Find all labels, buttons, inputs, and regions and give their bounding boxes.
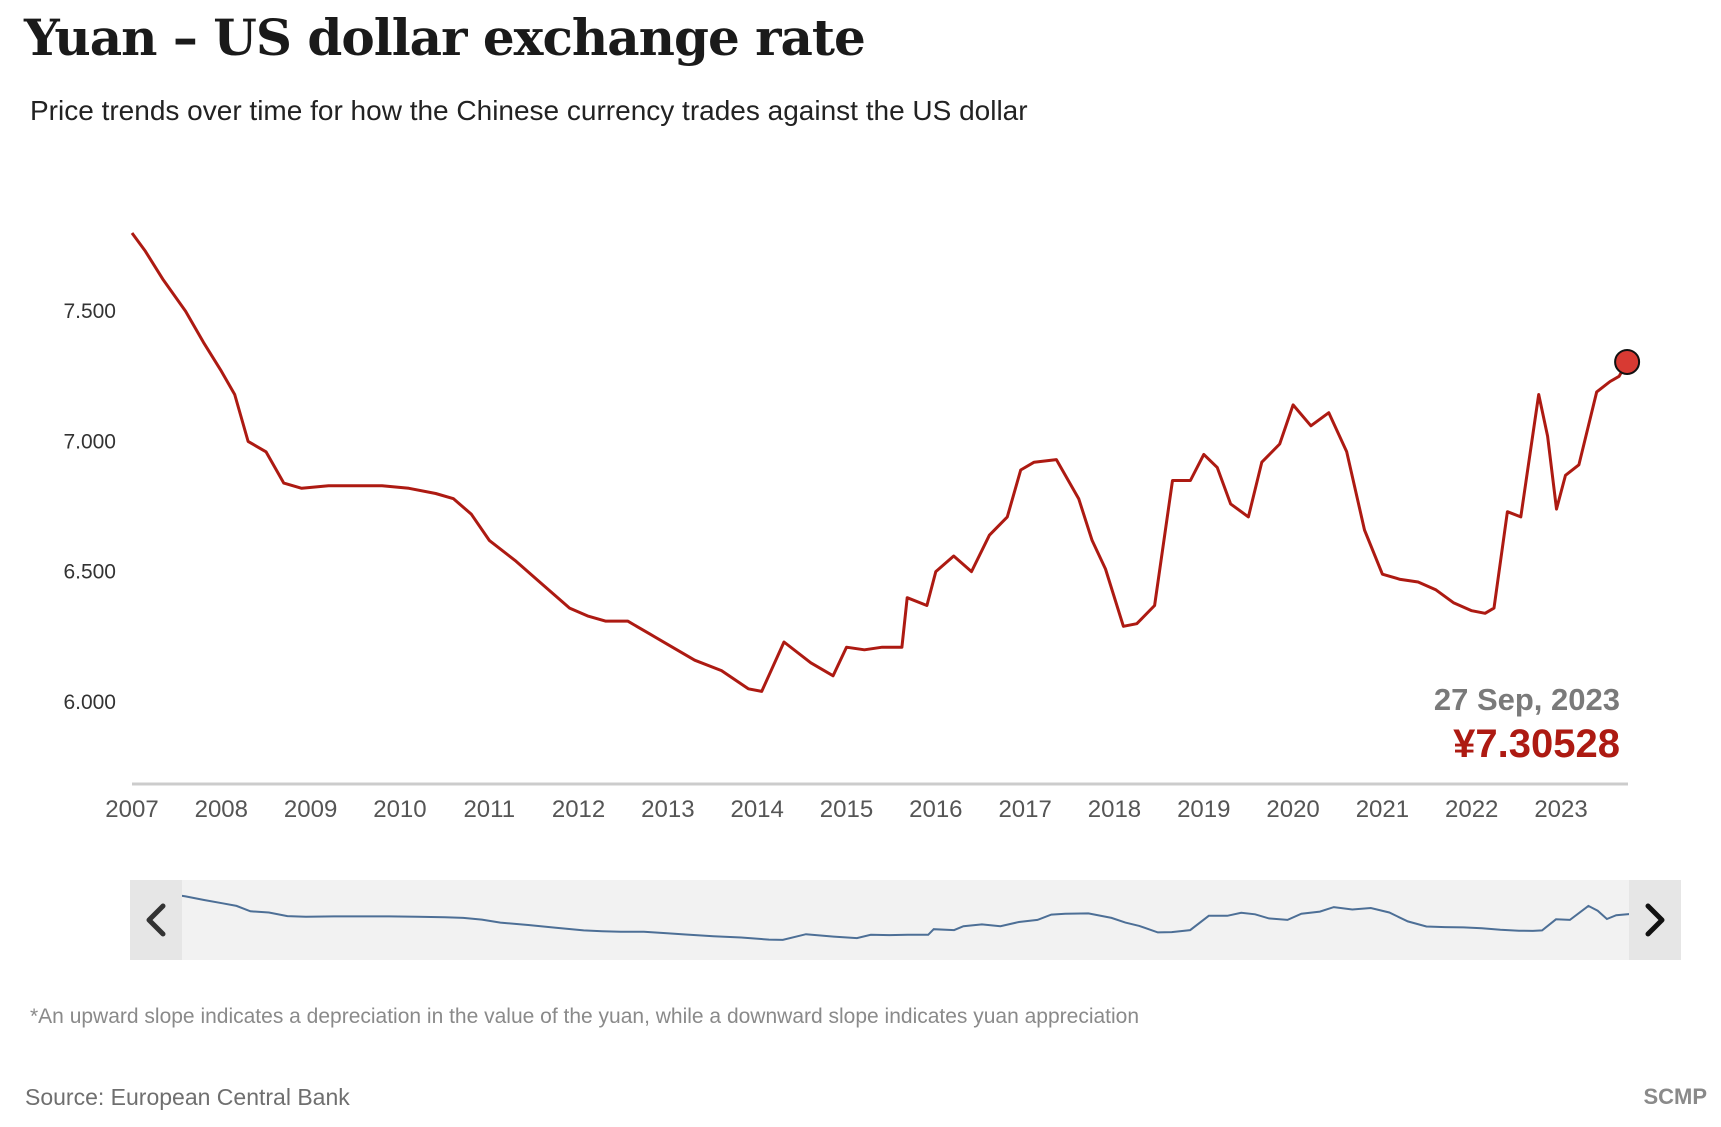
x-tick-label: 2008 bbox=[195, 796, 248, 823]
navigator-left-handle[interactable] bbox=[130, 880, 182, 960]
navigator-line bbox=[130, 886, 1681, 941]
navigator-left-handle-bg bbox=[130, 880, 182, 960]
circle-marker-icon bbox=[1614, 348, 1641, 375]
y-tick-label: 6.000 bbox=[63, 691, 116, 714]
brand-logo: SCMP bbox=[1643, 1084, 1707, 1109]
footnote: *An upward slope indicates a depreciatio… bbox=[30, 1005, 1140, 1028]
y-tick-label: 7.000 bbox=[63, 430, 116, 453]
x-tick-label: 2011 bbox=[463, 796, 515, 823]
x-tick-label: 2013 bbox=[641, 796, 694, 823]
x-tick-label: 2017 bbox=[998, 796, 1051, 823]
y-axis: 6.000 6.500 7.000 7.500 bbox=[63, 300, 116, 714]
x-tick-label: 2012 bbox=[552, 796, 605, 823]
chart-subtitle: Price trends over time for how the Chine… bbox=[30, 95, 1028, 126]
tooltip-date: 27 Sep, 2023 bbox=[1434, 682, 1620, 717]
navigator-right-handle-bg bbox=[1629, 880, 1681, 960]
exchange-rate-line bbox=[130, 232, 1629, 693]
latest-point-marker[interactable] bbox=[1614, 348, 1641, 375]
y-tick-label: 7.500 bbox=[63, 300, 116, 323]
x-tick-label: 2020 bbox=[1266, 796, 1319, 823]
tooltip: 27 Sep, 2023 ¥7.30528 bbox=[1434, 682, 1620, 766]
chevron-left-icon bbox=[146, 903, 166, 937]
y-tick-label: 6.500 bbox=[63, 561, 116, 584]
x-tick-label: 2010 bbox=[373, 796, 426, 823]
source-note: Source: European Central Bank bbox=[25, 1084, 350, 1110]
tooltip-value: ¥7.30528 bbox=[1453, 722, 1620, 766]
x-tick-label: 2019 bbox=[1177, 796, 1230, 823]
x-tick-label: 2014 bbox=[730, 796, 783, 823]
chevron-right-icon bbox=[1645, 903, 1665, 937]
x-tick-label: 2022 bbox=[1445, 796, 1498, 823]
main-chart[interactable]: 6.000 6.500 7.000 7.500 2007 2008 2009 2010 201… bbox=[0, 180, 1721, 840]
x-tick-label: 2007 bbox=[105, 796, 158, 823]
x-tick-label: 2021 bbox=[1356, 796, 1409, 823]
x-tick-label: 2016 bbox=[909, 796, 962, 823]
x-tick-label: 2023 bbox=[1534, 796, 1587, 823]
x-tick-label: 2009 bbox=[284, 796, 337, 823]
navigator[interactable] bbox=[130, 880, 1681, 960]
x-axis: 2007 2008 2009 2010 2011 2012 2013 2014 2015 2016… bbox=[105, 782, 1628, 823]
x-tick-label: 2018 bbox=[1088, 796, 1141, 823]
navigator-right-handle[interactable] bbox=[1629, 880, 1681, 960]
chart-title: Yuan – US dollar exchange rate bbox=[24, 8, 866, 67]
navigator-background bbox=[130, 880, 1681, 960]
x-tick-label: 2015 bbox=[820, 796, 873, 823]
